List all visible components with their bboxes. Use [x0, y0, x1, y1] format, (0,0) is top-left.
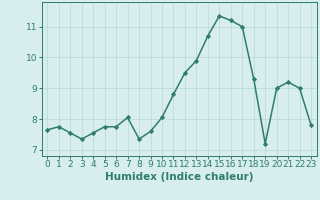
X-axis label: Humidex (Indice chaleur): Humidex (Indice chaleur): [105, 172, 253, 182]
